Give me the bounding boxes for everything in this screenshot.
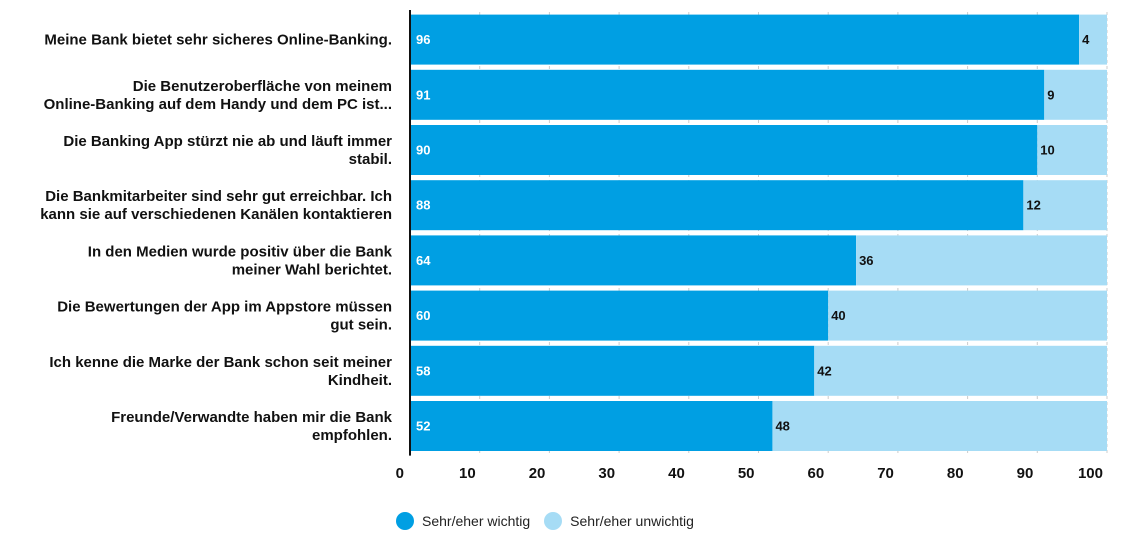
- x-tick-label-0: 0: [396, 465, 404, 482]
- category-label-6-line-1: Kindheit.: [328, 372, 392, 389]
- x-tick-label-70: 70: [877, 465, 894, 482]
- category-label-7-line-1: empfohlen.: [312, 427, 392, 444]
- bar-important-5: [410, 290, 829, 341]
- value-label-important-6: 58: [416, 363, 430, 378]
- bar-important-7: [410, 401, 773, 451]
- value-label-unimportant-5: 40: [831, 308, 845, 323]
- category-label-5-line-0: Die Bewertungen der App im Appstore müss…: [57, 299, 392, 316]
- category-label-6-line-0: Ich kenne die Marke der Bank schon seit …: [49, 354, 392, 371]
- bar-unimportant-1: [1044, 69, 1107, 120]
- legend-item-important: Sehr/eher wichtig: [396, 512, 530, 530]
- legend-label-important: Sehr/eher wichtig: [422, 513, 531, 529]
- bar-unimportant-2: [1037, 125, 1107, 175]
- legend-swatch-unimportant: [544, 512, 563, 530]
- bar-unimportant-0: [1079, 14, 1107, 65]
- bar-important-4: [410, 235, 857, 286]
- legend: Sehr/eher wichtig Sehr/eher unwichtig: [396, 512, 694, 530]
- value-label-important-5: 60: [416, 308, 430, 323]
- category-label-2-line-1: stabil.: [349, 151, 392, 168]
- value-label-important-1: 91: [416, 87, 430, 102]
- value-label-important-3: 88: [416, 198, 430, 213]
- x-tick-label-40: 40: [668, 465, 685, 482]
- category-label-0-line-0: Meine Bank bietet sehr sicheres Online-B…: [44, 32, 392, 49]
- x-tick-label-20: 20: [529, 465, 546, 482]
- value-label-unimportant-6: 42: [817, 363, 831, 378]
- category-label-1-line-1: Online-Banking auf dem Handy und dem PC …: [44, 96, 392, 113]
- x-tick-label-60: 60: [808, 465, 825, 482]
- x-tick-label-10: 10: [459, 465, 476, 482]
- value-label-important-2: 90: [416, 143, 430, 158]
- bar-important-6: [410, 345, 815, 396]
- category-label-7-line-0: Freunde/Verwandte haben mir die Bank: [111, 409, 393, 426]
- value-label-unimportant-3: 12: [1026, 198, 1040, 213]
- x-tick-label-80: 80: [947, 465, 964, 482]
- bar-unimportant-3: [1023, 180, 1107, 231]
- category-label-1-line-0: Die Benutzeroberfläche von meinem: [133, 78, 392, 95]
- value-label-important-0: 96: [416, 32, 430, 47]
- legend-item-unimportant: Sehr/eher unwichtig: [544, 512, 694, 530]
- x-tick-label-90: 90: [1017, 465, 1034, 482]
- category-label-4-line-0: In den Medien wurde positiv über die Ban…: [88, 243, 393, 260]
- value-label-unimportant-2: 10: [1040, 143, 1054, 158]
- legend-label-unimportant: Sehr/eher unwichtig: [570, 513, 694, 529]
- value-label-unimportant-4: 36: [859, 253, 873, 268]
- category-label-4-line-1: meiner Wahl berichtet.: [232, 261, 392, 278]
- category-label-3-line-1: kann sie auf verschiedenen Kanälen konta…: [40, 206, 392, 223]
- value-label-unimportant-1: 9: [1047, 87, 1054, 102]
- bar-unimportant-7: [772, 401, 1107, 451]
- category-label-2-line-0: Die Banking App stürzt nie ab und läuft …: [63, 133, 392, 150]
- legend-swatch-important: [396, 512, 414, 530]
- value-label-important-4: 64: [416, 253, 431, 268]
- bar-important-3: [410, 180, 1024, 231]
- value-label-unimportant-7: 48: [775, 419, 789, 434]
- category-label-5-line-1: gut sein.: [330, 317, 392, 334]
- x-tick-label-30: 30: [598, 465, 615, 482]
- bar-important-1: [410, 69, 1045, 120]
- value-label-important-7: 52: [416, 419, 430, 434]
- bar-important-0: [410, 14, 1080, 65]
- x-tick-label-100: 100: [1078, 465, 1103, 482]
- bar-unimportant-6: [814, 345, 1107, 396]
- x-tick-label-50: 50: [738, 465, 755, 482]
- value-label-unimportant-0: 4: [1082, 32, 1090, 47]
- bar-unimportant-5: [828, 290, 1107, 341]
- category-label-3-line-0: Die Bankmitarbeiter sind sehr gut erreic…: [45, 188, 392, 205]
- bar-unimportant-4: [856, 235, 1107, 286]
- bar-important-2: [410, 125, 1038, 175]
